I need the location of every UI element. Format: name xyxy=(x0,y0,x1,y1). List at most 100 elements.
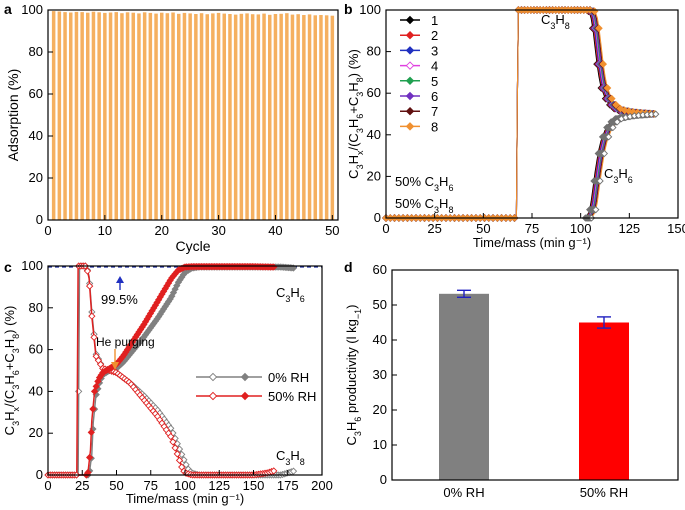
panel-c-xtick-label: 75 xyxy=(144,478,158,493)
panel-a-bar xyxy=(285,13,289,221)
panel-b-legend-marker xyxy=(405,15,415,25)
panel-b-annot-feed1: 50% C3H6 xyxy=(395,174,453,193)
panel-c-xtick-label: 25 xyxy=(75,478,89,493)
panel-b-legend-marker xyxy=(405,46,415,55)
panel-b-xtick-label: 75 xyxy=(525,221,539,236)
panel-d-ytick-label: 30 xyxy=(373,367,387,382)
panel-c-c3h8-marker xyxy=(173,450,181,458)
panel-a-bar xyxy=(177,13,181,220)
panel-a-bar xyxy=(307,14,312,221)
panel-b-c3h6-marker xyxy=(596,177,604,185)
panel-c-xlabel: Time/mass (min g⁻¹) xyxy=(126,491,244,506)
panel-c-c3h8-marker xyxy=(169,438,177,446)
panel-b-xtick-label: 100 xyxy=(570,221,592,236)
panel-a-bar xyxy=(199,13,204,221)
panel-a-bar xyxy=(86,12,90,221)
panel-a-bar xyxy=(273,14,278,220)
panel-c-ytick-label: 40 xyxy=(29,383,43,398)
panel-d-ytick-label: 10 xyxy=(373,437,387,452)
panel-a-ytick-label: 20 xyxy=(29,170,43,185)
panel-c-c3h6-marker xyxy=(89,405,97,413)
panel-b-c3h6-marker xyxy=(652,110,660,118)
panel-b-annot-c3h6: C3H6 xyxy=(604,166,633,185)
panel-a-bar xyxy=(63,12,67,220)
panel-a-bar xyxy=(160,12,164,221)
panel-a-bar xyxy=(108,12,113,220)
panel-a-bar xyxy=(171,12,175,220)
panel-a-ytick-label: 40 xyxy=(29,128,43,143)
panel-c-ytick-label: 20 xyxy=(29,425,43,440)
panel-a-bar xyxy=(233,14,238,220)
panel-c-xtick-label: 100 xyxy=(174,478,196,493)
panel-a-bar xyxy=(279,13,283,220)
panel-c-ylabel: C3Hx/(C3H6+C3H8) (%) xyxy=(2,306,21,436)
panel-b-xtick-label: 25 xyxy=(427,221,441,236)
panel-c-xtick-label: 125 xyxy=(208,478,230,493)
panel-c-c3h8-marker xyxy=(289,467,298,475)
panel-a-bar xyxy=(165,13,170,221)
panel-b-legend-label-8: 8 xyxy=(431,119,438,134)
panel-c-xtick-label: 175 xyxy=(277,478,299,493)
panel-a-bar xyxy=(319,15,323,220)
panel-b-legend-label-4: 4 xyxy=(431,59,438,74)
panel-a-bar xyxy=(114,12,118,220)
panel-c-c3h8-marker xyxy=(167,432,175,441)
panel-c-c3h8-marker xyxy=(171,444,179,452)
panel-c-legend-marker-filled xyxy=(240,372,250,382)
panel-b-legend-label-6: 6 xyxy=(431,89,438,104)
panel-c-xtick-label: 0 xyxy=(44,478,51,493)
panel-c-legend-label-0: 0% RH xyxy=(268,370,309,385)
panel-a-bar xyxy=(250,14,255,221)
panel-b-legend-label-1: 1 xyxy=(431,13,438,28)
panel-b-xtick-label: 0 xyxy=(382,221,389,236)
panel-c-legend-label-1: 50% RH xyxy=(268,389,316,404)
panel-a-bar xyxy=(194,14,198,220)
panel-c-c3h8-marker xyxy=(90,333,98,341)
panel-c-ytick-label: 60 xyxy=(29,342,43,357)
panel-a-bar xyxy=(69,12,73,220)
panel-a-axes-frame xyxy=(47,9,339,221)
panel-a-bar xyxy=(290,14,295,220)
panel-d-ytick-label: 50 xyxy=(373,297,387,312)
panel-b-c3h6-marker xyxy=(613,118,621,126)
panel-b-c3h8-marker xyxy=(603,84,612,92)
panel-d-axes-frame xyxy=(391,269,679,481)
panel-a-xtick-label: 10 xyxy=(98,223,112,238)
panel-d-category-0: 0% RH xyxy=(443,485,484,500)
panel-a-bar xyxy=(216,12,221,221)
panel-c-c3h8-marker xyxy=(182,461,190,469)
panel-c-xtick-label: 150 xyxy=(243,478,265,493)
panel-b-c3h6-marker xyxy=(605,133,613,141)
panel-b-ytick-label: 80 xyxy=(367,44,381,59)
panel-a-bar xyxy=(51,11,56,220)
panel-c-xtick-label: 50 xyxy=(109,478,123,493)
panel-b-c3h8-marker xyxy=(620,106,629,115)
panel-b-c3h8-marker xyxy=(595,24,603,33)
panel-a-ylabel: Adsorption (%) xyxy=(5,69,21,162)
panel-d-ytick-label: 0 xyxy=(380,472,387,487)
panel-c-ytick-label: 100 xyxy=(21,258,43,273)
panel-a-bar xyxy=(228,14,232,220)
panel-c-legend-marker-open xyxy=(208,391,218,401)
panel-b-ytick-label: 40 xyxy=(367,127,381,142)
panel-a-bar xyxy=(57,11,62,220)
panel-b-xtick-label: 150 xyxy=(667,221,685,236)
panel-c-c3h6-marker xyxy=(90,387,99,396)
panel-b-c3h8-marker xyxy=(607,94,616,103)
panel-b-c3h8-marker xyxy=(599,60,608,68)
panel-a-bar xyxy=(182,12,187,221)
panel-a-bar xyxy=(324,15,329,221)
panel-b-legend-label-3: 3 xyxy=(431,43,438,58)
panel-a-xtick-label: 30 xyxy=(211,223,225,238)
panel-c-reference-arrowhead xyxy=(116,276,124,283)
panel-c-legend-marker-filled xyxy=(240,391,250,401)
panel-a-bar xyxy=(296,14,300,221)
panel-b-annot-c3h8: C3H8 xyxy=(541,12,570,31)
panel-c-letter: c xyxy=(4,259,12,275)
panel-a-bar xyxy=(131,12,135,221)
panel-c-c3h8-marker xyxy=(86,282,94,290)
panel-c-c3h6-marker xyxy=(289,264,298,272)
panel-c-he-label: He purging xyxy=(96,335,155,349)
panel-a-bar xyxy=(222,13,226,220)
panel-c-ytick-label: 0 xyxy=(36,467,43,482)
